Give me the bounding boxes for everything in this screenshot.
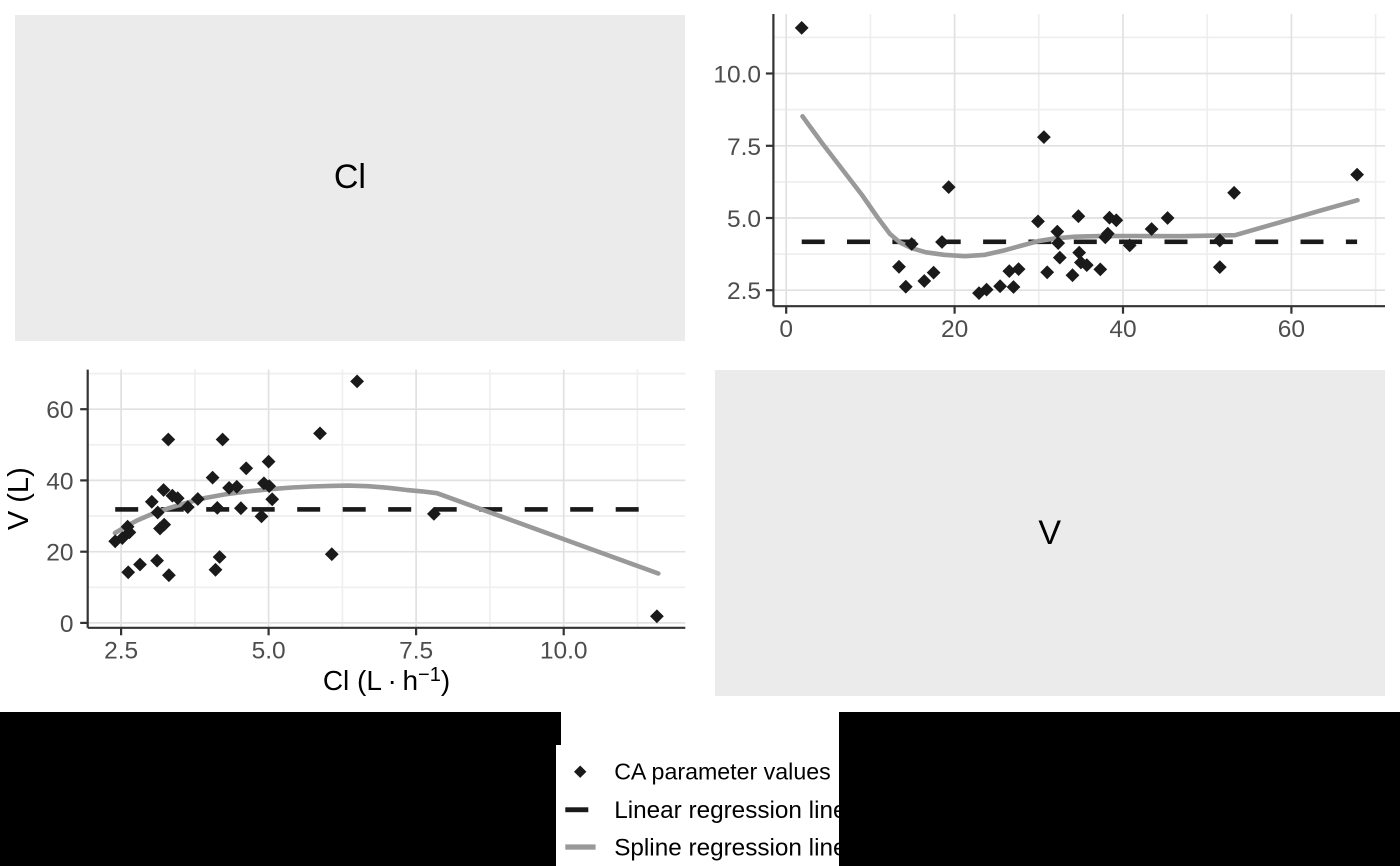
svg-text:0: 0	[60, 611, 74, 638]
svg-text:20: 20	[46, 540, 73, 567]
svg-text:10.0: 10.0	[540, 637, 588, 664]
svg-text:Cl (L · h−1): Cl (L · h−1)	[323, 664, 450, 696]
svg-text:20: 20	[941, 316, 968, 343]
svg-text:40: 40	[1109, 316, 1136, 343]
svg-text:60: 60	[46, 397, 73, 424]
svg-text:0: 0	[779, 316, 793, 343]
svg-text:V (L): V (L)	[3, 467, 35, 530]
svg-text:5.0: 5.0	[252, 637, 286, 664]
svg-text:7.5: 7.5	[727, 134, 761, 161]
svg-text:2.5: 2.5	[104, 637, 138, 664]
svg-text:40: 40	[46, 468, 73, 495]
svg-text:2.5: 2.5	[727, 278, 761, 305]
svg-text:5.0: 5.0	[727, 206, 761, 233]
svg-text:60: 60	[1278, 316, 1305, 343]
svg-text:10.0: 10.0	[713, 62, 761, 89]
svg-text:7.5: 7.5	[399, 637, 433, 664]
svg-text:Spline regression line: Spline regression line	[614, 834, 839, 861]
svg-text:CA parameter values: CA parameter values	[614, 758, 831, 784]
svg-text:Linear regression line: Linear regression line	[614, 797, 839, 824]
